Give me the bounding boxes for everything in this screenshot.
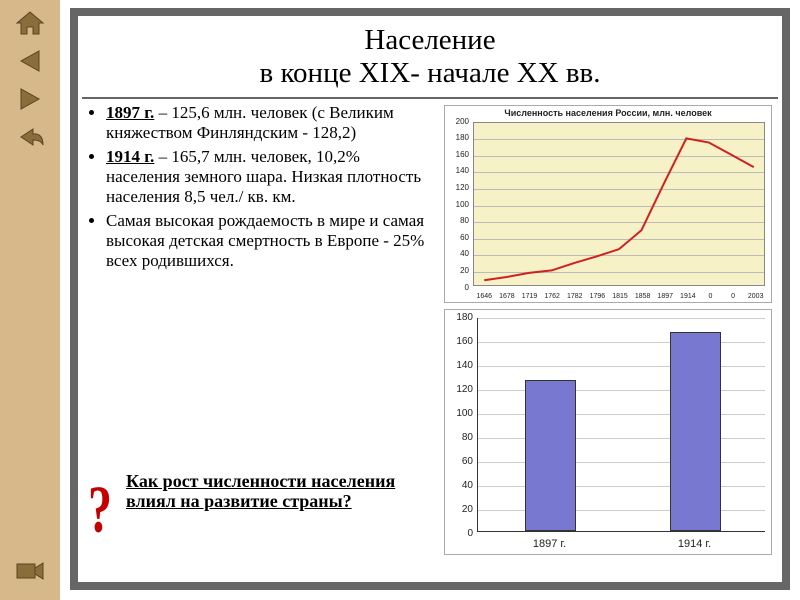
bar xyxy=(525,380,576,531)
slide-sidebar xyxy=(0,0,60,600)
question-text: Как рост численности населения влиял на … xyxy=(126,471,426,512)
nav-prev-button[interactable] xyxy=(11,46,49,76)
nav-video-button[interactable] xyxy=(11,556,49,586)
nav-home-button[interactable] xyxy=(11,8,49,38)
nav-next-button[interactable] xyxy=(11,84,49,114)
slide-title: Население в конце XIX- начале XX вв. xyxy=(82,20,778,99)
question-mark-icon: ? xyxy=(88,477,118,550)
nav-back-button[interactable] xyxy=(11,122,49,152)
line-chart-series xyxy=(473,122,765,286)
bar-chart-plot xyxy=(477,318,765,532)
bullet-list: 1897 г. – 125,6 млн. человек (с Великим … xyxy=(86,103,426,275)
population-line-chart: Численность населения России, млн. челов… xyxy=(444,105,772,303)
title-line-2: в конце XIX- начале XX вв. xyxy=(260,57,601,89)
list-item: 1914 г. – 165,7 млн. человек, 10,2% насе… xyxy=(106,147,426,207)
slide-frame: Население в конце XIX- начале XX вв. 189… xyxy=(70,8,790,590)
list-item: Самая высокая рождаемость в мире и самая… xyxy=(106,211,426,271)
title-line-1: Население xyxy=(364,24,495,56)
population-bar-chart: 0204060801001201401601801897 г.1914 г. xyxy=(444,309,772,555)
list-item: 1897 г. – 125,6 млн. человек (с Великим … xyxy=(106,103,426,143)
line-chart-title: Численность населения России, млн. челов… xyxy=(445,108,771,118)
bar xyxy=(670,332,721,531)
slide-content: 1897 г. – 125,6 млн. человек (с Великим … xyxy=(82,99,778,573)
